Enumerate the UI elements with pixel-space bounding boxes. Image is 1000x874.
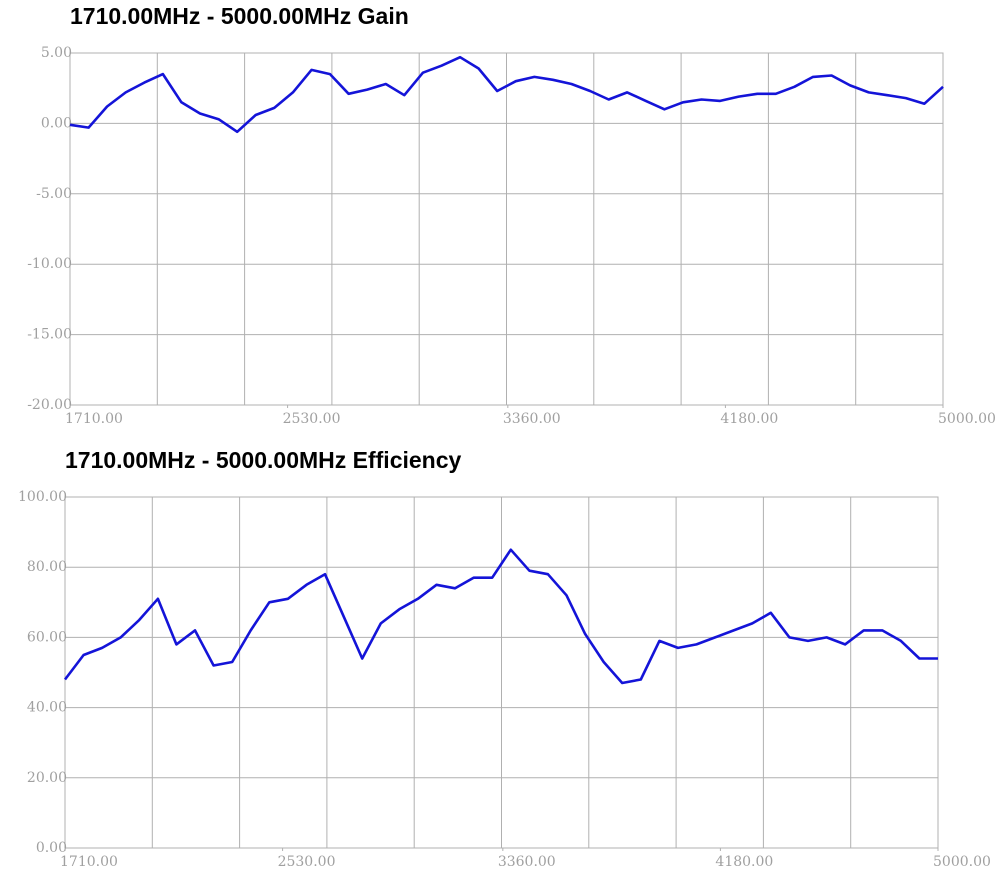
- chart-title: 1710.00MHz - 5000.00MHz Gain: [70, 3, 409, 29]
- x-tick-label: 1710.00: [60, 854, 118, 870]
- y-tick-label: -20.00: [27, 397, 72, 413]
- x-tick-label: 5000.00: [938, 411, 996, 427]
- x-tick-label: 4180.00: [720, 411, 778, 427]
- data-line: [63, 548, 938, 685]
- y-tick-label: 40.00: [27, 700, 67, 716]
- x-tick-label: 5000.00: [933, 854, 991, 870]
- x-tick-label: 4180.00: [715, 854, 773, 870]
- x-tick-label: 2530.00: [278, 854, 336, 870]
- x-tick-label: 1710.00: [65, 411, 123, 427]
- x-tick-label: 3360.00: [503, 411, 561, 427]
- y-tick-label: 5.00: [41, 45, 72, 61]
- y-tick-label: 80.00: [27, 559, 67, 575]
- y-tick-label: 100.00: [18, 489, 67, 505]
- y-tick-label: -10.00: [27, 256, 72, 272]
- x-tick-label: 3360.00: [498, 854, 556, 870]
- y-tick-label: -15.00: [27, 327, 72, 343]
- chart-title: 1710.00MHz - 5000.00MHz Efficiency: [65, 447, 462, 473]
- y-tick-label: -5.00: [36, 186, 72, 202]
- y-tick-label: 0.00: [41, 115, 72, 131]
- y-tick-label: 20.00: [27, 770, 67, 786]
- y-tick-label: 60.00: [27, 629, 67, 645]
- data-line: [69, 55, 944, 134]
- y-tick-label: 0.00: [36, 840, 67, 856]
- x-tick-label: 2530.00: [283, 411, 341, 427]
